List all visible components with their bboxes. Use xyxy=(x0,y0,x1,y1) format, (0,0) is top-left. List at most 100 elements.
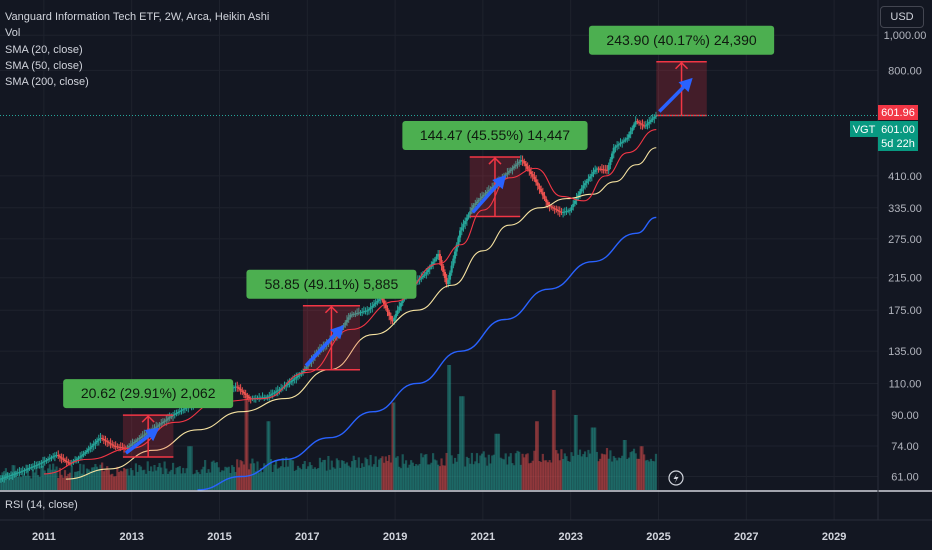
candle-body[interactable] xyxy=(236,386,239,388)
candle-body[interactable] xyxy=(577,194,580,198)
candle-body[interactable] xyxy=(384,304,387,309)
candle-body[interactable] xyxy=(637,122,641,124)
candle-body[interactable] xyxy=(129,444,132,447)
candle-body[interactable] xyxy=(491,186,494,189)
candle-body[interactable] xyxy=(182,409,185,411)
candle-body[interactable] xyxy=(344,322,347,325)
candle-body[interactable] xyxy=(622,140,625,142)
candle-body[interactable] xyxy=(85,450,89,453)
candle-body[interactable] xyxy=(604,169,607,171)
candle-body[interactable] xyxy=(445,278,448,285)
candle-body[interactable] xyxy=(153,427,156,429)
candle-body[interactable] xyxy=(526,166,529,169)
candle-body[interactable] xyxy=(3,477,6,479)
candle-body[interactable] xyxy=(631,127,634,132)
candle-body[interactable] xyxy=(104,440,107,442)
candle-body[interactable] xyxy=(33,465,36,467)
candle-body[interactable] xyxy=(268,395,271,397)
candle-body[interactable] xyxy=(487,190,490,192)
candle-body[interactable] xyxy=(443,272,447,279)
candle-body[interactable] xyxy=(553,208,556,210)
candle-body[interactable] xyxy=(84,452,87,454)
candle-body[interactable] xyxy=(170,415,173,418)
candle-body[interactable] xyxy=(139,436,143,438)
candle-body[interactable] xyxy=(626,137,629,140)
candle-body[interactable] xyxy=(263,397,266,399)
candle-body[interactable] xyxy=(246,395,249,397)
candle-body[interactable] xyxy=(40,462,43,464)
candle-body[interactable] xyxy=(534,179,538,183)
candle-body[interactable] xyxy=(374,302,377,305)
candle-body[interactable] xyxy=(31,466,35,468)
candle-body[interactable] xyxy=(266,396,269,398)
candle-body[interactable] xyxy=(92,443,95,446)
candle-body[interactable] xyxy=(63,459,67,461)
candle-body[interactable] xyxy=(264,397,268,399)
candle-body[interactable] xyxy=(99,437,102,440)
candle-body[interactable] xyxy=(87,448,90,451)
candle-body[interactable] xyxy=(26,468,29,470)
candle-body[interactable] xyxy=(57,455,60,457)
candle-body[interactable] xyxy=(580,188,583,192)
candle-body[interactable] xyxy=(513,166,516,168)
candle-body[interactable] xyxy=(241,390,244,392)
candle-body[interactable] xyxy=(472,205,475,208)
candle-body[interactable] xyxy=(134,440,138,443)
candle-body[interactable] xyxy=(377,299,381,301)
candle-body[interactable] xyxy=(455,244,458,252)
candle-body[interactable] xyxy=(112,445,116,447)
candle-body[interactable] xyxy=(156,425,159,427)
candle-body[interactable] xyxy=(45,459,48,461)
candle-body[interactable] xyxy=(271,393,274,395)
candle-body[interactable] xyxy=(280,388,283,390)
range-annotation-2[interactable]: 58.85 (49.11%) 5,885 xyxy=(246,269,417,371)
candle-body[interactable] xyxy=(582,185,585,189)
candle-body[interactable] xyxy=(20,471,23,473)
candle-body[interactable] xyxy=(234,386,237,388)
range-annotation-1[interactable]: 20.62 (29.91%) 2,062 xyxy=(63,379,234,458)
candle-body[interactable] xyxy=(457,237,460,245)
candle-body[interactable] xyxy=(418,278,421,281)
candle-body[interactable] xyxy=(431,261,435,265)
candle-body[interactable] xyxy=(62,458,65,460)
candle-body[interactable] xyxy=(641,124,644,126)
candle-body[interactable] xyxy=(109,443,112,445)
candle-body[interactable] xyxy=(285,385,288,387)
candle-body[interactable] xyxy=(383,300,386,305)
candle-body[interactable] xyxy=(396,310,399,314)
candle-body[interactable] xyxy=(11,474,14,476)
candle-body[interactable] xyxy=(583,183,587,186)
range-annotation-3[interactable]: 144.47 (45.55%) 14,447 xyxy=(402,121,588,218)
candle-body[interactable] xyxy=(1,477,4,479)
candle-body[interactable] xyxy=(624,139,627,141)
legend-sma-200[interactable]: SMA (200, close) xyxy=(5,76,89,89)
candle-body[interactable] xyxy=(276,390,279,392)
candle-body[interactable] xyxy=(550,206,553,208)
candle-body[interactable] xyxy=(183,408,186,410)
candle-body[interactable] xyxy=(161,421,165,424)
candle-body[interactable] xyxy=(286,383,289,386)
candle-body[interactable] xyxy=(345,319,349,323)
candle-body[interactable] xyxy=(168,417,171,419)
candle-body[interactable] xyxy=(278,389,281,391)
candle-body[interactable] xyxy=(401,299,404,304)
candle-body[interactable] xyxy=(111,444,114,446)
candle-body[interactable] xyxy=(563,211,566,213)
candle-body[interactable] xyxy=(18,472,21,474)
candle-body[interactable] xyxy=(634,121,637,125)
candle-body[interactable] xyxy=(389,315,392,320)
candle-body[interactable] xyxy=(119,446,122,448)
range-annotation-4[interactable]: 243.90 (40.17%) 24,390 xyxy=(588,25,775,117)
candle-body[interactable] xyxy=(538,185,541,189)
candle-body[interactable] xyxy=(77,457,80,459)
candle-body[interactable] xyxy=(423,274,426,276)
candle-body[interactable] xyxy=(459,230,462,238)
candle-body[interactable] xyxy=(136,439,139,441)
candle-body[interactable] xyxy=(362,311,365,313)
candle-body[interactable] xyxy=(469,211,472,215)
candle-body[interactable] xyxy=(376,300,379,303)
candle-body[interactable] xyxy=(50,457,53,459)
candle-body[interactable] xyxy=(479,198,482,200)
legend-title[interactable]: Vanguard Information Tech ETF, 2W, Arca,… xyxy=(5,11,270,23)
candle-body[interactable] xyxy=(592,171,595,175)
